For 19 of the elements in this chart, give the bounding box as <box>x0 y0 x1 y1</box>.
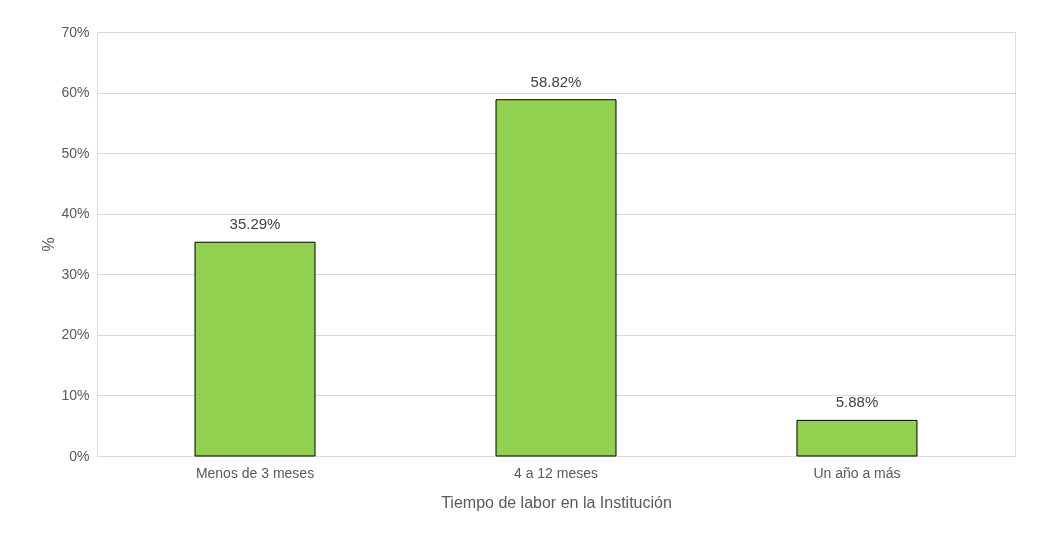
y-tick-label: 50% <box>61 144 90 161</box>
bar <box>495 99 617 457</box>
bar <box>796 419 918 457</box>
x-tick-label: 4 a 12 meses <box>513 464 599 481</box>
y-tick-label: 60% <box>61 84 90 101</box>
y-tick-label: 40% <box>61 205 90 222</box>
data-label: 5.88% <box>835 393 879 411</box>
bar <box>194 241 316 457</box>
y-tick-label: 10% <box>61 386 90 403</box>
y-tick-label: 70% <box>61 23 90 40</box>
x-tick-label: Un año a más <box>813 464 901 481</box>
y-tick-label: 0% <box>69 447 90 464</box>
x-axis-title: Tiempo de labor en la Institución <box>441 493 672 511</box>
x-tick-label: Menos de 3 meses <box>195 464 315 481</box>
data-label: 58.82% <box>530 72 582 90</box>
data-label: 35.29% <box>229 215 281 233</box>
y-axis-title: % <box>40 237 58 252</box>
y-tick-label: 30% <box>61 265 90 282</box>
y-tick-label: 20% <box>61 326 90 343</box>
